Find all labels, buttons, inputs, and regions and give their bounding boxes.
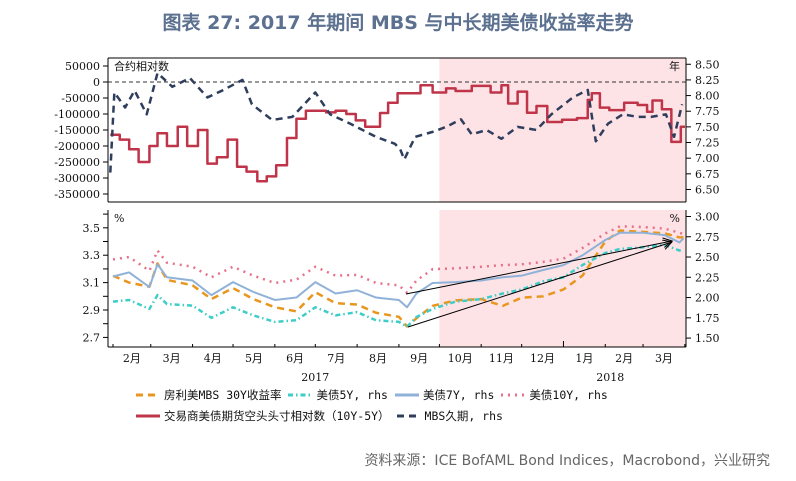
x-tick-label: 2月 [123, 352, 141, 365]
right-tick-label: 2.50 [695, 251, 720, 264]
right-tick-label: 8.25 [695, 74, 720, 87]
right-tick-label: 6.50 [695, 183, 720, 196]
legend-swatch [394, 393, 419, 396]
series-line-1-1 [112, 243, 684, 328]
right-tick-label: 8.50 [695, 58, 720, 71]
x-tick-label: 11月 [489, 352, 514, 365]
legend-label: 美债7Y, rhs [422, 387, 495, 402]
legend-swatch [501, 393, 526, 396]
legend-item: 美债5Y, rhs [287, 387, 388, 403]
left-tick-label: -50000 [61, 92, 100, 105]
right-tick-label: 2.75 [695, 231, 720, 244]
left-unit-label: % [114, 212, 124, 225]
legend-item: 房利美MBS 30Y收益率 [135, 387, 281, 403]
x-tick-label: 4月 [204, 352, 222, 365]
series-line-1-2 [112, 231, 685, 309]
series-line-0-1 [109, 71, 684, 173]
left-tick-label: 0 [93, 76, 100, 89]
legend-swatch [136, 414, 160, 417]
left-tick-label: 3.3 [83, 249, 101, 262]
right-unit-label: % [670, 212, 680, 225]
left-unit-label: 合约相对数 [114, 59, 169, 73]
x-tick-label: 12月 [530, 352, 555, 365]
left-tick-label: 3.5 [83, 222, 101, 235]
left-tick-label: -250000 [54, 156, 100, 169]
legend-label: 交易商美债期货空头头寸相对数（10Y-5Y） [164, 408, 390, 423]
left-tick-label: -300000 [54, 172, 100, 185]
x-tick-label: 8月 [369, 352, 387, 365]
legend-swatch [136, 393, 160, 396]
left-tick-label: 50000 [65, 60, 100, 73]
right-unit-label: 年 [669, 59, 680, 73]
right-tick-label: 1.75 [695, 312, 720, 325]
left-tick-label: -350000 [54, 188, 100, 201]
right-tick-label: 7.00 [695, 152, 720, 165]
right-tick-label: 2.00 [695, 292, 720, 305]
x-tick-label: 6月 [286, 352, 304, 365]
left-tick-label: -100000 [54, 108, 100, 121]
legend-row: 交易商美债期货空头头寸相对数（10Y-5Y） MBS久期, rhs [135, 405, 614, 426]
right-tick-label: 1.50 [695, 332, 720, 345]
legend-item: 美债7Y, rhs [394, 387, 494, 403]
right-tick-label: 6.75 [695, 168, 720, 181]
right-tick-label: 3.00 [695, 210, 720, 223]
right-tick-label: 2.25 [695, 271, 720, 284]
x-tick-label: 9月 [410, 352, 428, 365]
trend-arrow [405, 241, 672, 295]
legend-item: MBS久期, rhs [396, 408, 503, 424]
x-tick-label: 1月 [575, 352, 593, 365]
legend-label: MBS久期, rhs [424, 408, 503, 423]
trend-arrow [407, 242, 672, 328]
legend: 房利美MBS 30Y收益率 美债5Y, rhs 美债7Y, rhs 美债10Y, rh… [135, 384, 614, 426]
left-tick-label: -200000 [54, 140, 100, 153]
left-tick-label: -150000 [54, 124, 100, 137]
legend-label: 美债10Y, rhs [529, 387, 608, 402]
legend-swatch [288, 393, 313, 396]
x-tick-label: 2月 [615, 352, 633, 365]
right-tick-label: 7.75 [695, 105, 720, 118]
legend-label: 房利美MBS 30Y收益率 [164, 387, 282, 402]
legend-item: 交易商美债期货空头头寸相对数（10Y-5Y） [135, 408, 390, 424]
legend-label: 美债5Y, rhs [316, 387, 388, 402]
right-tick-label: 7.50 [695, 121, 720, 134]
x-tick-label: 5月 [245, 352, 263, 365]
right-tick-label: 8.00 [695, 90, 720, 103]
legend-item: 美债10Y, rhs [500, 387, 608, 403]
chart-title: 图表 27: 2017 年期间 MBS 与中长期美债收益率走势 [162, 12, 634, 34]
x-tick-label: 10月 [448, 352, 473, 365]
legend-row: 房利美MBS 30Y收益率 美债5Y, rhs 美债7Y, rhs 美债10Y, rh… [135, 384, 614, 405]
left-tick-label: 2.7 [83, 331, 101, 344]
x-tick-label: 3月 [655, 352, 673, 365]
source-note: 资料来源：ICE BofAML Bond Indices，Macrobond，兴… [364, 453, 770, 469]
legend-swatch [396, 414, 421, 417]
left-tick-label: 3.1 [83, 277, 101, 290]
right-tick-label: 7.25 [695, 137, 720, 150]
year-label: 2018 [596, 371, 624, 384]
x-tick-label: 3月 [163, 352, 181, 365]
shaded-period [439, 58, 686, 202]
x-tick-label: 7月 [327, 352, 345, 365]
series-line-0-0 [110, 83, 685, 183]
left-tick-label: 2.9 [83, 304, 101, 317]
series-line-1-0 [112, 229, 684, 328]
year-label: 2017 [301, 371, 329, 384]
